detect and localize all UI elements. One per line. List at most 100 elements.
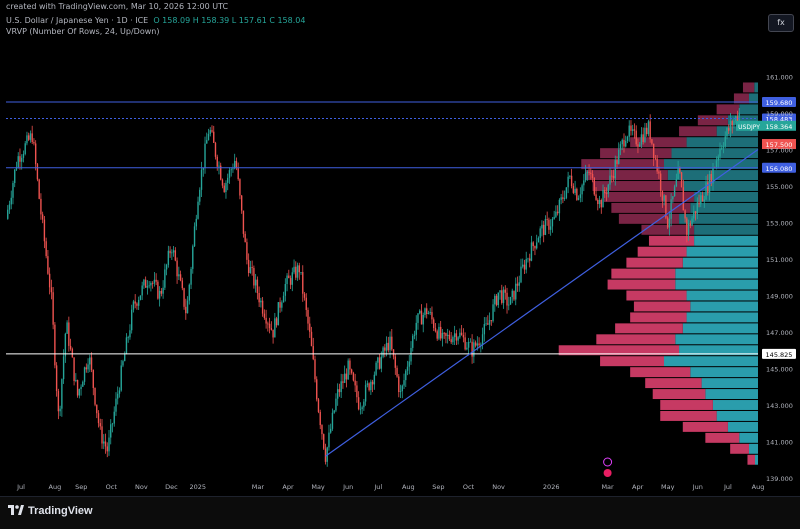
candle-body [38, 179, 40, 199]
candle-body [703, 199, 705, 202]
candle-body [509, 297, 512, 305]
candle-body [96, 404, 98, 414]
candle-body [665, 195, 667, 218]
candle-body [288, 275, 290, 279]
candle-body [462, 335, 465, 338]
candle-body [314, 359, 316, 380]
candle-body [40, 198, 42, 215]
candle-body [75, 380, 77, 382]
candle-body [728, 128, 730, 131]
candle-body [237, 168, 239, 180]
volume-profile-bar-up [686, 246, 758, 257]
candle-body [696, 202, 699, 214]
candle-body [530, 242, 533, 261]
candle-body [623, 139, 625, 147]
chart-svg[interactable]: 159.680 158.483 156.080 145.825 158.364 USDJP… [0, 0, 800, 496]
candle-body [558, 199, 561, 214]
volume-profile-bar-down [596, 334, 676, 345]
volume-profile-bar-down [600, 148, 672, 159]
symbol-legend[interactable]: U.S. Dollar / Japanese Yen · 1D · ICE O … [6, 16, 305, 25]
candle-body [233, 160, 236, 169]
price-tick-label: 159.000 [766, 110, 793, 118]
candle-body [467, 341, 470, 348]
candle-body [450, 339, 452, 343]
candle-body [108, 437, 110, 452]
candle-body [368, 383, 370, 391]
candle-body [508, 304, 510, 306]
candle-body [206, 140, 208, 144]
candle-body [453, 333, 456, 338]
price-tick-label: 145.000 [766, 366, 793, 374]
candle-body [410, 347, 412, 362]
candle-body [246, 242, 248, 260]
candle-body [572, 186, 575, 193]
candle-body [515, 283, 517, 300]
candle-body [43, 219, 46, 242]
candle-body [460, 332, 463, 336]
candle-body [302, 272, 304, 294]
candle-body [279, 302, 281, 308]
candle-body [227, 177, 229, 183]
candle-body [305, 297, 307, 310]
candle-body [640, 134, 643, 145]
candle-body [61, 379, 63, 409]
event-marker-icon [603, 457, 613, 467]
candle-body [207, 133, 210, 141]
candle-body [516, 283, 519, 286]
candle-body [26, 135, 28, 144]
candle-body [47, 256, 49, 274]
candle-body [721, 147, 723, 149]
candle-body [633, 129, 636, 131]
candle-body [385, 342, 388, 351]
candle-body [529, 258, 531, 261]
level-label-upper-resistance: 159.680 [766, 99, 793, 107]
candle-body [621, 139, 623, 145]
candle-body [171, 252, 173, 254]
time-tick-label: Sep [432, 483, 444, 491]
candle-body [228, 170, 231, 178]
candle-body [195, 218, 197, 227]
volume-profile-bar-down [716, 104, 740, 115]
price-tick-label: 147.000 [766, 329, 793, 337]
time-tick-label: May [661, 483, 675, 491]
candle-body [382, 347, 384, 357]
candle-body [357, 397, 360, 410]
candle-body [90, 357, 93, 370]
candle-body [598, 200, 601, 205]
candle-body [668, 218, 671, 228]
candle-body [277, 302, 280, 326]
candle-body [672, 196, 674, 200]
candle-body [593, 178, 596, 195]
time-tick-label: Aug [752, 483, 765, 491]
candle-body [682, 187, 685, 211]
indicator-legend[interactable]: VRVP (Number Of Rows, 24, Up/Down) [6, 27, 159, 36]
candle-body [179, 274, 182, 281]
candle-body [307, 309, 309, 324]
tradingview-logo-icon [8, 505, 24, 515]
candle-body [178, 274, 180, 277]
volume-profile-bar-up [748, 93, 758, 104]
candle-body [642, 134, 644, 142]
candle-body [651, 139, 653, 144]
candle-body [157, 281, 159, 299]
candle-body [244, 233, 246, 243]
candle-body [71, 348, 74, 358]
price-tag-label: 157.500 [766, 141, 793, 149]
candle-body [268, 323, 271, 329]
candle-body [281, 302, 283, 308]
fx-button[interactable]: fx [768, 14, 794, 32]
volume-profile-bar-down [747, 454, 755, 465]
candle-body [726, 128, 728, 137]
tradingview-logo[interactable]: TradingView [8, 505, 93, 517]
symbol-name[interactable]: U.S. Dollar / Japanese Yen · 1D · ICE [6, 16, 149, 25]
candle-body [258, 292, 260, 303]
candle-body [15, 167, 18, 170]
candle-body [429, 312, 431, 314]
candle-body [495, 295, 498, 306]
candle-body [199, 189, 201, 202]
candle-body [27, 135, 30, 140]
vrvp-label[interactable]: VRVP (Number Of Rows, 24, Up/Down) [6, 27, 160, 36]
candle-body [616, 160, 618, 164]
symbol-tag-label: USDJPY [738, 124, 760, 131]
